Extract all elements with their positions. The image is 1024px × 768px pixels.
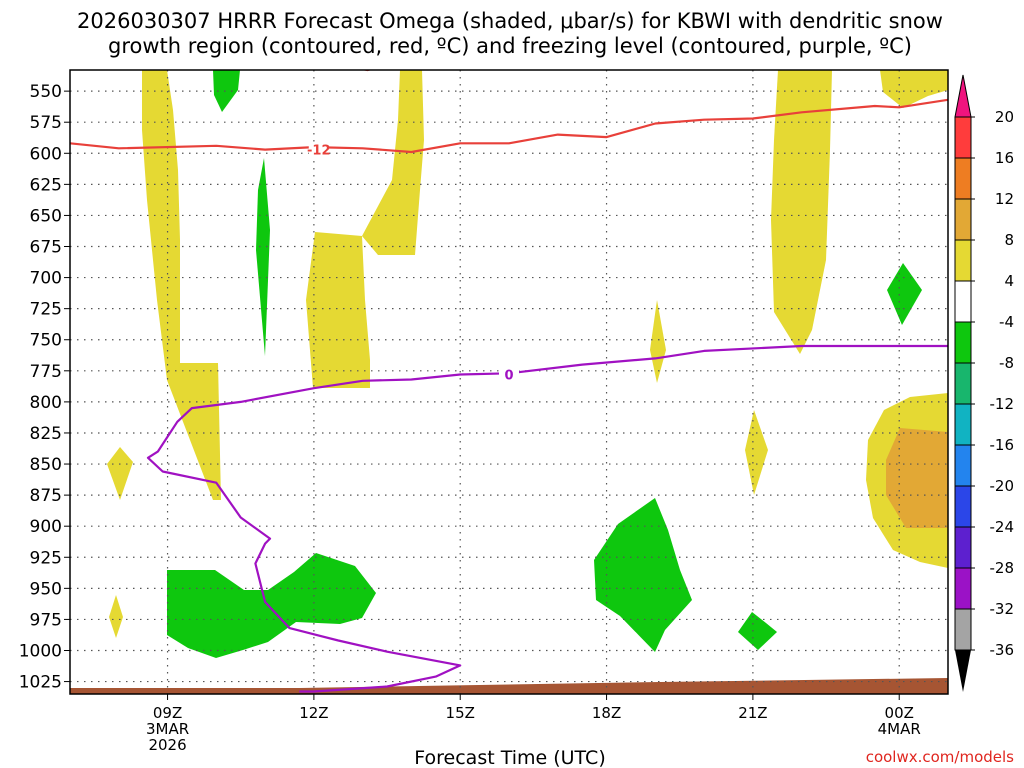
y-tick-label-775: 775 [30, 362, 62, 382]
omega-shade-green-18z [594, 498, 692, 652]
colorbar-cell-3 [954, 239, 972, 282]
colorbar-label-7: -12 [990, 395, 1015, 413]
x-tick-label-09Z-1: 3MAR [146, 720, 189, 738]
colorbar-cell-4 [954, 280, 972, 323]
omega-shade-yellow-lowlevel-2 [109, 595, 123, 638]
colorbar-cell-7 [954, 403, 972, 446]
contour-line-2 [146, 344, 948, 693]
isotherm-contours [70, 70, 948, 693]
colorbar-cell-6 [954, 362, 972, 405]
omega-shade-green-lowlevel-west [167, 553, 376, 658]
x-tick-label-09Z-2: 2026 [148, 736, 186, 754]
contour-labels: -12 0 [307, 141, 519, 384]
colorbar-cell-2 [954, 198, 972, 241]
colorbar-label-12: -32 [990, 600, 1015, 618]
colorbar: 20 16 12 8 4 -4 -8 -12 -16 -20 -24 -28 -32 -36 [954, 74, 1014, 692]
y-tick-label-1000: 1000 [19, 641, 62, 661]
site-credit: coolwx.com/models [866, 748, 1014, 766]
colorbar-label-6: -8 [999, 354, 1014, 372]
colorbar-cell-1 [954, 157, 972, 200]
colorbar-cell-12 [954, 608, 972, 651]
colorbar-top-arrow [954, 74, 972, 118]
omega-shade-yellow-column-09z [142, 70, 221, 500]
y-tick-label-850: 850 [30, 455, 62, 475]
x-tick-label-00Z-0: 00Z [885, 704, 914, 722]
colorbar-label-10: -24 [990, 518, 1015, 536]
y-tick-label-725: 725 [30, 300, 62, 320]
y-tick-label-825: 825 [30, 424, 62, 444]
contour-label-bg-0 [308, 141, 329, 156]
x-axis-label: Forecast Time (UTC) [414, 747, 605, 768]
omega-shade-yellow-21z [745, 410, 768, 495]
y-tick-label-575: 575 [30, 113, 62, 133]
y-tick-label-700: 700 [30, 269, 62, 289]
y-tick-label-800: 800 [30, 393, 62, 413]
chart-title-line-2: growth region (contoured, red, ºC) and f… [108, 34, 912, 58]
omega-shading-layer [70, 70, 948, 694]
contour-line-0 [70, 98, 948, 154]
y-tick-label-750: 750 [30, 331, 62, 351]
omega-shade-orange-00z [886, 428, 948, 528]
colorbar-label-0: 20 [995, 108, 1014, 126]
contour-label-bg-1 [499, 366, 519, 381]
colorbar-label-3: 8 [1004, 231, 1014, 249]
y-tick-label-1025: 1025 [19, 673, 62, 693]
colorbar-cell-8 [954, 444, 972, 487]
plot-frame [69, 69, 949, 695]
omega-shade-yellow-lowlevel-1 [107, 447, 133, 500]
omega-shade-yellow-12z [306, 232, 370, 388]
colorbar-label-5: -4 [999, 313, 1014, 331]
omega-shade-green-00z [887, 263, 922, 325]
x-tick-label-15Z-0: 15Z [446, 704, 475, 722]
y-tick-label-925: 925 [30, 548, 62, 568]
colorbar-bottom-arrow [955, 650, 971, 692]
colorbar-cell-9 [954, 485, 972, 528]
omega-shade-yellow-00z-top [880, 70, 948, 108]
x-tick-label-00Z-1: 4MAR [878, 720, 921, 738]
colorbar-cell-11 [954, 567, 972, 610]
omega-shade-green-21z [738, 612, 777, 650]
y-tick-label-900: 900 [30, 517, 62, 537]
omega-shade-yellow-22z [771, 70, 832, 354]
colorbar-label-9: -20 [990, 477, 1015, 495]
chart-title-line-1: 2026030307 HRRR Forecast Omega (shaded, … [77, 9, 943, 33]
colorbar-label-4: 4 [1004, 272, 1014, 290]
y-tick-label-675: 675 [30, 238, 62, 258]
colorbar-label-1: 16 [995, 149, 1014, 167]
omega-shade-green-10z-top [213, 70, 240, 112]
x-tick-label-18Z-0: 18Z [592, 704, 621, 722]
y-tick-label-975: 975 [30, 610, 62, 630]
x-tick-label-09Z-0: 09Z [153, 704, 182, 722]
omega-shade-yellow-13z-upper [362, 70, 424, 255]
y-tick-label-625: 625 [30, 175, 62, 195]
contour-label-0: 0 [504, 369, 513, 384]
y-tick-label-550: 550 [30, 82, 62, 102]
colorbar-cell-0 [954, 116, 972, 159]
colorbar-labels: 20 16 12 8 4 -4 -8 -12 -16 -20 -24 -28 -32 -36 [971, 108, 1014, 659]
x-tick-label-12Z-0: 12Z [299, 704, 328, 722]
omega-shade-green-11z-sliver [256, 158, 270, 356]
x-tick-label-21Z-0: 21Z [738, 704, 767, 722]
colorbar-cell-10 [954, 526, 972, 569]
y-tick-label-600: 600 [30, 144, 62, 164]
y-tick-label-950: 950 [30, 579, 62, 599]
y-tick-label-875: 875 [30, 486, 62, 506]
colorbar-label-11: -28 [990, 559, 1015, 577]
colorbar-cell-5 [954, 321, 972, 364]
omega-shade-yellow-19z [650, 300, 666, 383]
colorbar-label-8: -16 [990, 436, 1015, 454]
contour-label--12: -12 [307, 144, 331, 159]
colorbar-label-2: 12 [995, 190, 1014, 208]
colorbar-cells [954, 116, 972, 651]
y-tick-label-650: 650 [30, 206, 62, 226]
colorbar-label-13: -36 [990, 641, 1015, 659]
y-axis-pressure-ticks: 550 575 600 625 650 675 700 725 750 775 800 825 850 8… [19, 82, 70, 693]
